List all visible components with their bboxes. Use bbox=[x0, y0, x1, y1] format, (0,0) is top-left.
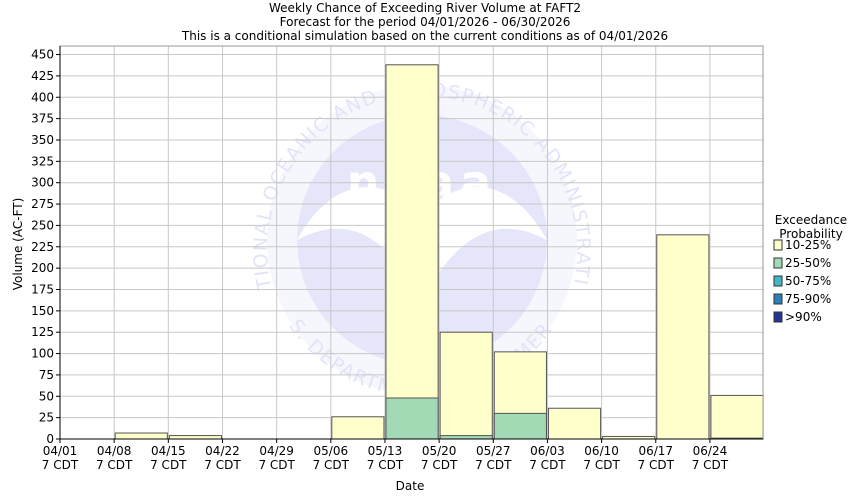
legend-swatch bbox=[773, 293, 783, 305]
bar-10-25- bbox=[710, 394, 764, 440]
legend-item-label: 75-90% bbox=[785, 292, 831, 306]
y-tick-label: 100 bbox=[31, 347, 54, 361]
y-tick-label: 150 bbox=[31, 304, 54, 318]
y-tick-label: 125 bbox=[31, 325, 54, 339]
bar-10-25- bbox=[439, 331, 493, 440]
y-tick-label: 225 bbox=[31, 240, 54, 254]
bars bbox=[114, 64, 764, 440]
bar-10-25- bbox=[656, 234, 710, 440]
legend-item-label: 10-25% bbox=[785, 238, 831, 252]
y-tick-label: 400 bbox=[31, 90, 54, 104]
x-tick-label-time: 7 CDT bbox=[692, 458, 729, 472]
x-tick-label-date: 06/17 bbox=[638, 444, 673, 458]
y-tick-label: 375 bbox=[31, 112, 54, 126]
x-tick-label-date: 04/01 bbox=[43, 444, 78, 458]
x-tick-label-time: 7 CDT bbox=[583, 458, 620, 472]
chart-subtitle-period: Forecast for the period 04/01/2026 - 06/… bbox=[280, 15, 571, 29]
x-tick-label-date: 04/29 bbox=[259, 444, 294, 458]
x-tick-label-date: 06/10 bbox=[584, 444, 619, 458]
legend-item-label: 50-75% bbox=[785, 274, 831, 288]
chart-subtitle-simulation: This is a conditional simulation based o… bbox=[181, 29, 668, 43]
y-tick-label: 425 bbox=[31, 69, 54, 83]
legend-swatch bbox=[773, 239, 783, 251]
y-tick-label: 200 bbox=[31, 261, 54, 275]
y-tick-label: 275 bbox=[31, 197, 54, 211]
x-tick-label-time: 7 CDT bbox=[367, 458, 404, 472]
y-tick-label: 0 bbox=[46, 432, 54, 446]
x-tick-label-time: 7 CDT bbox=[638, 458, 675, 472]
x-tick-label-time: 7 CDT bbox=[96, 458, 133, 472]
x-tick-label-time: 7 CDT bbox=[475, 458, 512, 472]
y-tick-label: 75 bbox=[39, 368, 54, 382]
x-tick-label-time: 7 CDT bbox=[204, 458, 241, 472]
legend-swatch bbox=[773, 257, 783, 269]
y-axis-label: Volume (AC-FT) bbox=[11, 198, 25, 291]
x-tick-label-date: 05/13 bbox=[368, 444, 403, 458]
y-tick-label: 450 bbox=[31, 48, 54, 62]
bar-10-25- bbox=[547, 407, 602, 440]
y-tick-label: 300 bbox=[31, 176, 54, 190]
x-tick-label-date: 04/22 bbox=[205, 444, 240, 458]
noaa-watermark: noaa NATIONAL OCEANIC AND ATMOSPHERIC AD… bbox=[0, 0, 593, 402]
axes: 0 25 50 75 100 125 150 175 200 225 250 275 300 325 350… bbox=[31, 45, 764, 472]
x-tick-label-date: 05/06 bbox=[314, 444, 349, 458]
x-tick-label-time: 7 CDT bbox=[42, 458, 79, 472]
legend-swatch bbox=[773, 311, 783, 323]
x-tick-label-date: 06/24 bbox=[693, 444, 728, 458]
bar-10-25- bbox=[168, 435, 222, 440]
legend: Exceedance Probability 10-25% 25-50% 50-75… bbox=[773, 213, 847, 324]
y-tick-label: 325 bbox=[31, 154, 54, 168]
bar-25-50- bbox=[439, 435, 493, 440]
legend-swatch bbox=[773, 275, 783, 287]
x-axis-label: Date bbox=[396, 479, 425, 493]
legend-title-line2: Probability bbox=[779, 227, 842, 241]
bar-10-25- bbox=[114, 432, 168, 440]
x-tick-label-time: 7 CDT bbox=[150, 458, 187, 472]
x-tick-label-time: 7 CDT bbox=[313, 458, 350, 472]
x-tick-label-time: 7 CDT bbox=[421, 458, 458, 472]
y-tick-label: 250 bbox=[31, 218, 54, 232]
legend-item-label: 25-50% bbox=[785, 256, 831, 270]
y-tick-label: 350 bbox=[31, 133, 54, 147]
chart-title: Weekly Chance of Exceeding River Volume … bbox=[269, 1, 581, 15]
bar-10-25- bbox=[385, 64, 439, 440]
bar-25-50- bbox=[385, 397, 439, 440]
x-tick-label-date: 05/27 bbox=[476, 444, 511, 458]
x-tick-label-time: 7 CDT bbox=[529, 458, 566, 472]
x-tick-label-date: 04/15 bbox=[151, 444, 186, 458]
legend-title-line1: Exceedance bbox=[775, 213, 847, 227]
y-tick-label: 25 bbox=[39, 411, 54, 425]
bar-10-25- bbox=[331, 416, 385, 440]
y-tick-label: 175 bbox=[31, 282, 54, 296]
y-tick-label: 50 bbox=[39, 389, 54, 403]
x-tick-label-time: 7 CDT bbox=[258, 458, 295, 472]
bar-25-50- bbox=[493, 412, 547, 440]
x-tick-label-date: 04/08 bbox=[97, 444, 132, 458]
legend-item-label: >90% bbox=[785, 310, 822, 324]
x-tick-label-date: 05/20 bbox=[422, 444, 457, 458]
x-tick-label-date: 06/03 bbox=[530, 444, 565, 458]
